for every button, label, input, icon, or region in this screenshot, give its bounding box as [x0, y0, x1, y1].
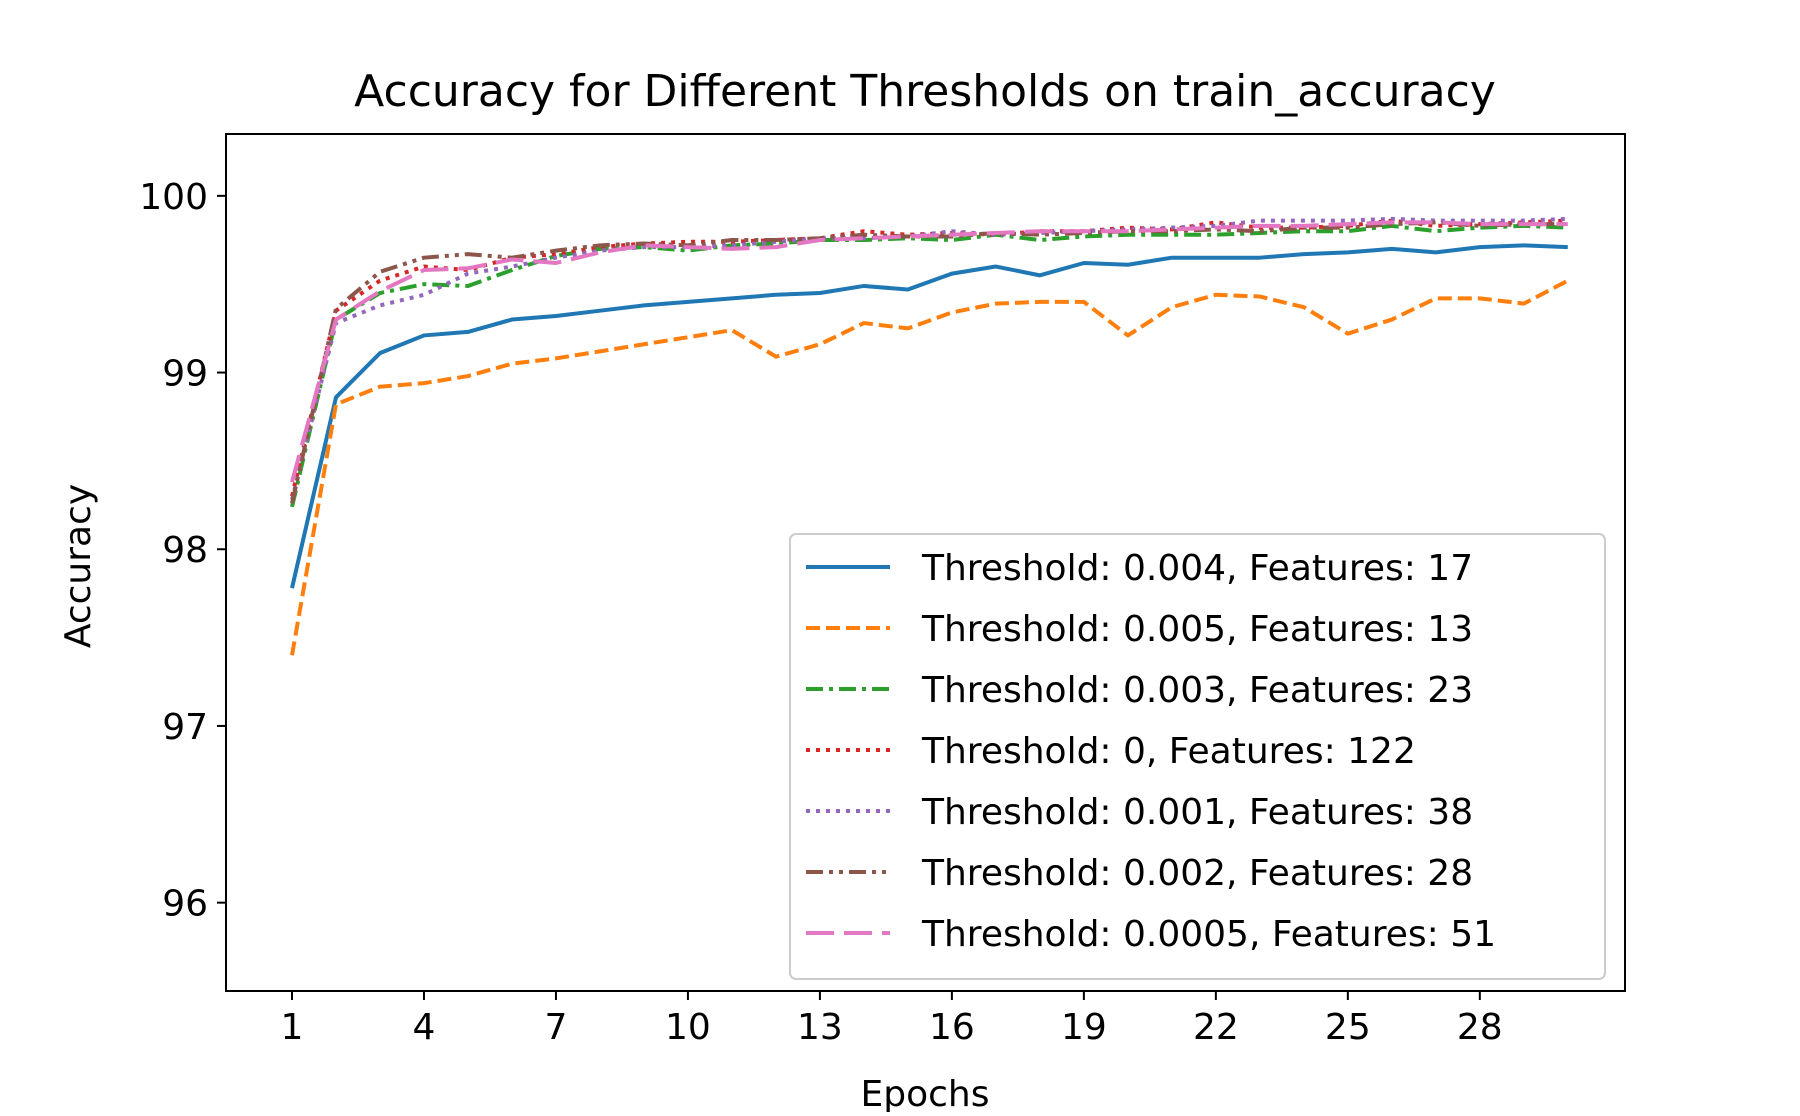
- x-tick-label: 10: [665, 1007, 711, 1048]
- y-tick-label: 99: [162, 354, 208, 395]
- series-line-7: [290, 220, 1568, 483]
- plot-lines: [290, 216, 1569, 656]
- y-tick-label: 97: [162, 707, 208, 748]
- series-line-5: [290, 216, 1568, 501]
- series-line-1: [290, 243, 1568, 589]
- x-tick-label: 28: [1457, 1007, 1503, 1048]
- x-tick-label: 19: [1061, 1007, 1107, 1048]
- axis-ticks: 1 4 7 10 13 16 19 22 25 28 96 97 98 99 100: [139, 177, 1502, 1048]
- y-tick-label: 96: [162, 884, 208, 925]
- series-line-2: [290, 278, 1569, 656]
- legend-label: Threshold: 0, Features: 122: [921, 731, 1416, 772]
- legend-label: Threshold: 0.005, Features: 13: [921, 609, 1473, 650]
- y-axis-label: Accuracy: [58, 484, 99, 648]
- legend-label: Threshold: 0.002, Features: 28: [921, 853, 1473, 894]
- x-axis-label: Epochs: [861, 1074, 990, 1112]
- x-tick-label: 25: [1325, 1007, 1371, 1048]
- legend-box: [789, 533, 1606, 980]
- plot-frame: [225, 133, 1626, 992]
- x-tick-label: 13: [797, 1007, 843, 1048]
- x-tick-label: 4: [413, 1007, 436, 1048]
- legend-label: Threshold: 0.001, Features: 38: [921, 792, 1473, 833]
- x-tick-label: 7: [544, 1007, 567, 1048]
- legend-label: Threshold: 0.004, Features: 17: [921, 548, 1473, 589]
- legend: Threshold: 0.004, Features: 17 Threshold:…: [789, 533, 1606, 980]
- legend-label: Threshold: 0.003, Features: 23: [921, 670, 1473, 711]
- x-tick-label: 16: [929, 1007, 975, 1048]
- x-tick-label: 1: [281, 1007, 304, 1048]
- y-tick-label: 98: [162, 530, 208, 571]
- y-tick-label: 100: [139, 177, 208, 218]
- x-tick-label: 22: [1193, 1007, 1239, 1048]
- legend-label: Threshold: 0.0005, Features: 51: [921, 914, 1496, 955]
- series-line-3: [290, 223, 1568, 508]
- chart-title: Accuracy for Different Thresholds on tra…: [354, 66, 1496, 117]
